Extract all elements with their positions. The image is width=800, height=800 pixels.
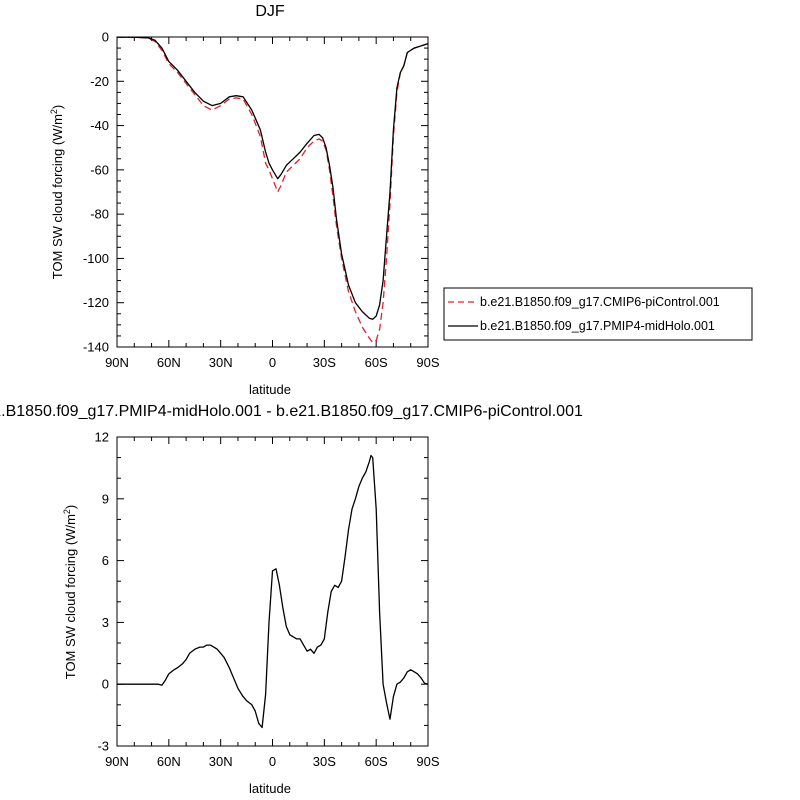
- bottom-y-axis-title-main: TOM SW cloud forcing (W/m: [63, 514, 78, 679]
- bottom-y-axis-title: TOM SW cloud forcing (W/m2): [62, 505, 78, 680]
- bottom-y-axis-title-close: ): [63, 505, 78, 509]
- bottom-x-tick-label: 60S: [365, 754, 388, 769]
- bottom-x-tick-label: 90N: [105, 754, 129, 769]
- top-panel-title: DJF: [255, 3, 285, 20]
- bottom-x-tick-label: 30N: [209, 754, 233, 769]
- legend-label-picontrol: b.e21.B1850.f09_g17.CMIP6-piControl.001: [480, 295, 720, 309]
- legend-label-midholo: b.e21.B1850.f09_g17.PMIP4-midHolo.001: [480, 319, 715, 333]
- top-series-line-1: [117, 36, 429, 320]
- top-plot-frame: [116, 36, 429, 348]
- bottom-x-tick-label: 60N: [157, 754, 181, 769]
- top-y-tick-label: -120: [83, 295, 109, 310]
- top-y-axis-title-main: TOM SW cloud forcing (W/m: [50, 114, 65, 279]
- bottom-y-tick-label: 12: [95, 430, 109, 445]
- top-y-tick-label: -20: [90, 74, 109, 89]
- top-x-tick-label: 0: [269, 355, 276, 370]
- top-x-tick-label: 30N: [209, 355, 233, 370]
- top-panel: DJF 90N 60N 30N 0 30S 60S 90S 0 -20 -40 -60 -80 -100…: [49, 3, 753, 397]
- top-y-axis-title-close: ): [50, 105, 65, 109]
- top-x-axis-title: latitude: [249, 382, 291, 397]
- legend: b.e21.B1850.f09_g17.CMIP6-piControl.001 …: [443, 287, 753, 341]
- top-plot-area: 90N 60N 30N 0 30S 60S 90S 0 -20 -40 -60 -80 -100 -120…: [83, 30, 440, 371]
- bottom-x-tick-label: 30S: [313, 754, 336, 769]
- top-y-axis-title: TOM SW cloud forcing (W/m2): [49, 105, 65, 280]
- bottom-y-tick-label: 6: [102, 553, 109, 568]
- bottom-plot-area: 90N 60N 30N 0 30S 60S 90S 12 9 6 3 0 -3: [95, 430, 440, 770]
- bottom-y-tick-label: 0: [102, 677, 109, 692]
- top-y-axis-title-sup: 2: [49, 109, 59, 114]
- top-y-tick-label: 0: [102, 30, 109, 45]
- top-x-tick-label: 30S: [313, 355, 336, 370]
- bottom-y-tick-label: 3: [102, 615, 109, 630]
- top-y-tick-label: -100: [83, 251, 109, 266]
- bottom-x-tick-label: 90S: [416, 754, 439, 769]
- top-y-tick-label: -40: [90, 118, 109, 133]
- bottom-y-axis-title-sup: 2: [62, 509, 72, 514]
- bottom-series-line-0: [117, 454, 429, 729]
- top-series-line-0: [117, 36, 429, 344]
- top-x-tick-label: 60N: [157, 355, 181, 370]
- top-y-tick-label: -80: [90, 207, 109, 222]
- bottom-x-axis-title: latitude: [249, 781, 291, 796]
- top-y-tick-label: -60: [90, 162, 109, 177]
- bottom-y-tick-label: 9: [102, 491, 109, 506]
- top-x-tick-label: 90S: [416, 355, 439, 370]
- legend-box: [443, 287, 753, 341]
- bottom-x-tick-label: 0: [269, 754, 276, 769]
- bottom-y-tick-label: -3: [97, 739, 109, 754]
- top-y-tick-label: -140: [83, 340, 109, 355]
- bottom-panel-title: b.e21.B1850.f09_g17.PMIP4-midHolo.001 - …: [0, 403, 583, 420]
- bottom-plot-frame: [116, 436, 429, 747]
- bottom-panel: b.e21.B1850.f09_g17.PMIP4-midHolo.001 - …: [0, 403, 583, 796]
- top-x-tick-label: 90N: [105, 355, 129, 370]
- top-x-tick-label: 60S: [365, 355, 388, 370]
